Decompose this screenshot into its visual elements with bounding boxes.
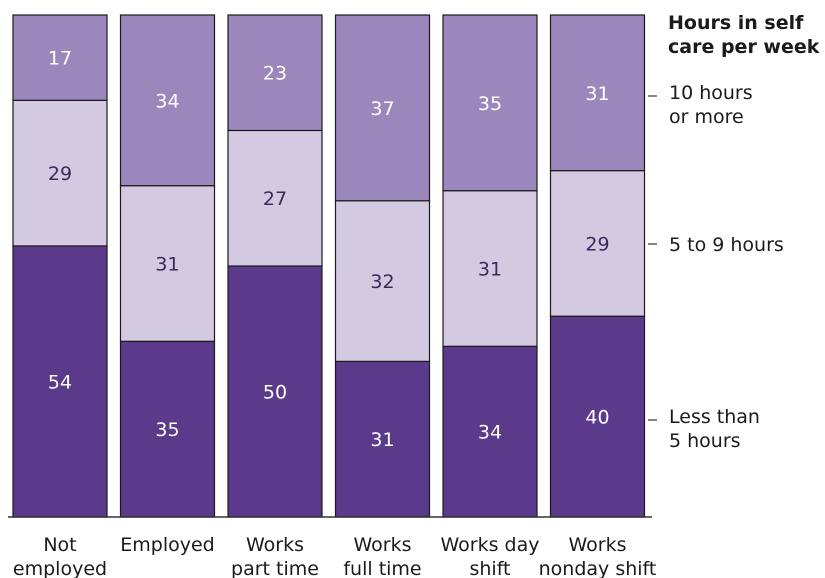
data-label-2-2: 31 [155, 253, 179, 275]
legend-label-2: 5 to 9 hours [669, 234, 784, 256]
data-label-1-2: 29 [48, 163, 72, 185]
data-label-4-3: 37 [370, 98, 394, 120]
data-label-3-1: 50 [263, 382, 287, 404]
data-label-6-3: 31 [585, 83, 609, 105]
bar-segment-4-1 [334, 360, 431, 518]
bar-segment-5-1 [442, 345, 538, 518]
data-label-6-1: 40 [585, 407, 609, 429]
data-label-1-1: 54 [48, 371, 72, 393]
bar-segment-2-1 [119, 340, 216, 518]
bar-segment-6-2 [549, 170, 646, 317]
category-label-1: Not employed [13, 534, 107, 578]
category-label-3: Works part time [231, 534, 319, 578]
category-label-2: Employed [120, 534, 214, 556]
bar-segment-5-3 [442, 14, 538, 192]
data-label-5-1: 34 [478, 422, 502, 444]
bar-segment-4-2 [334, 200, 431, 362]
data-label-3-2: 27 [263, 188, 287, 210]
data-label-6-2: 29 [585, 233, 609, 255]
bar-segment-2-2 [119, 185, 216, 342]
bar-segment-1-1 [12, 245, 108, 518]
bar-segment-6-3 [549, 14, 646, 172]
data-label-4-1: 31 [370, 429, 394, 451]
bar-segment-4-3 [334, 14, 431, 202]
legend: Hours in self care per week Less than 5 hou… [648, 12, 820, 452]
category-label-5: Works day shift [441, 534, 540, 578]
data-label-2-3: 34 [155, 90, 179, 112]
bar-segment-1-3 [12, 14, 108, 101]
data-label-4-2: 32 [370, 271, 394, 293]
bar-segment-3-2 [227, 129, 323, 267]
bar-segment-6-1 [549, 315, 646, 518]
bar-segment-3-3 [227, 14, 323, 132]
data-label-5-2: 31 [478, 259, 502, 281]
data-label-3-3: 23 [263, 63, 287, 85]
bar-segment-1-2 [12, 99, 108, 247]
category-label-4: Works full time [343, 534, 421, 578]
category-label-6: Works nonday shift [539, 534, 657, 578]
data-label-2-1: 35 [155, 419, 179, 441]
bar-segment-2-3 [119, 14, 216, 187]
data-label-5-3: 35 [478, 93, 502, 115]
legend-label-1: Less than 5 hours [669, 406, 760, 452]
legend-title: Hours in self care per week [668, 12, 820, 58]
legend-label-3: 10 hours or more [669, 82, 753, 128]
category-labels: Not employed Employed Works part time Works fu… [13, 534, 656, 578]
data-label-1-3: 17 [48, 48, 72, 70]
bars-layer: 54 29 17 35 31 34 50 27 23 31 32 37 34 31 35 40 29 31 [12, 14, 646, 518]
